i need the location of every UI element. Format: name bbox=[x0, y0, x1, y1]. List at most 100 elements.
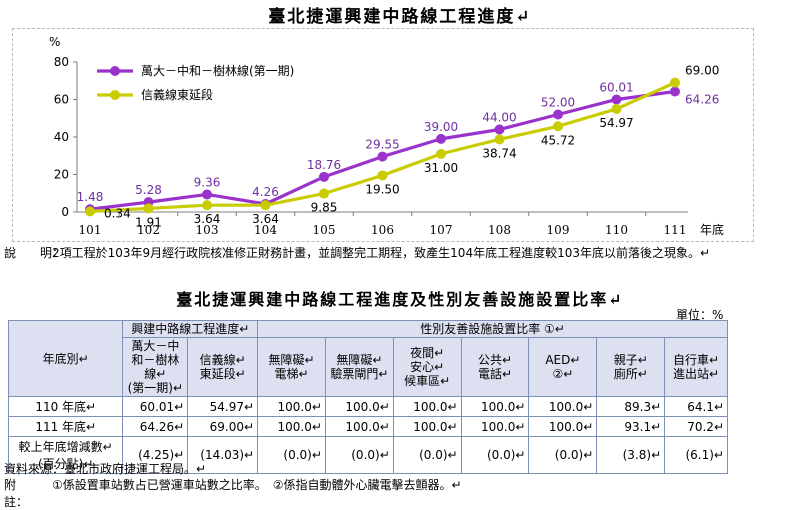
footnote-label: 附 註： bbox=[4, 478, 41, 509]
table-cell: (3.8)↵ bbox=[596, 436, 666, 474]
column-header: 自行車↵ 進出站↵ bbox=[664, 337, 728, 397]
y-axis-unit: % bbox=[49, 35, 60, 49]
data-point bbox=[202, 200, 212, 211]
data-point bbox=[611, 103, 622, 114]
note-text: 2項工程於103年9月經行政院核准修正財務計畫，並調整完工期程，致產生104年底… bbox=[52, 246, 711, 260]
data-point bbox=[553, 121, 563, 132]
x-axis-suffix: 年底 bbox=[700, 222, 724, 237]
x-tick-label: 108 bbox=[488, 223, 511, 237]
row-label: 較上年底增減數↵ (百分點)↵ bbox=[7, 436, 124, 474]
data-label: 39.00 bbox=[424, 120, 458, 134]
table-cell: 100.0↵ bbox=[528, 396, 598, 417]
table-cell: 89.3↵ bbox=[596, 396, 666, 417]
data-point bbox=[260, 200, 271, 211]
table-header-row: 年底別↵ 興建中路線工程進度↵ 性別友善設施設置比率 ①↵ bbox=[7, 320, 728, 397]
table-cell: 100.0↵ bbox=[460, 416, 530, 437]
chart-title: 臺北捷運興建中路線工程進度↵ bbox=[268, 7, 532, 27]
table-unit: 單位：% bbox=[676, 308, 724, 322]
data-point bbox=[319, 188, 329, 199]
table-cell: 100.0↵ bbox=[257, 396, 326, 417]
column-header: 無障礙↵ 驗票閘門↵ bbox=[324, 337, 394, 397]
data-source: 資料來源：臺北市政府捷運工程局。↵ bbox=[4, 462, 207, 476]
data-label: 3.64 bbox=[252, 212, 279, 226]
table-cell: (4.25)↵ bbox=[122, 436, 189, 474]
x-tick-label: 103 bbox=[196, 223, 219, 237]
data-label: 18.76 bbox=[307, 158, 341, 172]
data-point bbox=[436, 148, 446, 159]
x-tick-label: 110 bbox=[605, 223, 628, 237]
data-label: 64.26 bbox=[685, 93, 719, 107]
legend-label: 信義線東延段 bbox=[141, 87, 213, 102]
table-cell: 100.0↵ bbox=[528, 416, 598, 437]
x-tick-label: 111 bbox=[664, 223, 687, 237]
footnote-text: ①係設置車站數占已營運車站數之比率。 ②係指自動體外心臟電擊去顫器。↵ bbox=[52, 478, 462, 492]
x-tick-label: 106 bbox=[371, 223, 394, 237]
data-label: 44.00 bbox=[482, 111, 516, 125]
data-point bbox=[143, 203, 154, 214]
table-cell: 70.2↵ bbox=[664, 416, 728, 437]
y-tick-label: 60 bbox=[54, 93, 69, 107]
data-point bbox=[553, 109, 563, 120]
column-header: 公共↵ 電話↵ bbox=[460, 337, 530, 397]
data-point bbox=[319, 171, 329, 182]
data-label: 3.64 bbox=[194, 212, 221, 226]
data-label: 31.00 bbox=[424, 161, 458, 175]
column-header: AED↵ ②↵ bbox=[528, 337, 598, 397]
x-tick-label: 101 bbox=[79, 223, 102, 237]
table-cell: 100.0↵ bbox=[324, 396, 394, 417]
data-label: 69.00 bbox=[685, 64, 719, 78]
line-chart: 0 20 40 60 80% 101 102 103 104 105 106 107 108 109 110… bbox=[49, 35, 724, 237]
table-cell: (0.0)↵ bbox=[257, 436, 326, 474]
table-cell: 64.26↵ bbox=[122, 416, 189, 437]
data-label: 5.28 bbox=[135, 183, 162, 197]
data-point bbox=[611, 94, 622, 105]
table-subheader-row: 萬大－中和－樹林線↵ (第一期)↵ 信義線↵ 東延段↵ 無障礙↵ 電梯↵ 無障礙↵ 驗… bbox=[9, 337, 728, 397]
x-tick-label: 107 bbox=[430, 223, 453, 237]
table-cell: (0.0)↵ bbox=[528, 436, 598, 474]
group-header-facilities: 性別友善設施設置比率 ①↵ bbox=[257, 320, 728, 338]
column-header: 夜間↵ 安心↵ 候車區↵ bbox=[392, 337, 462, 397]
data-point bbox=[436, 133, 446, 144]
table-cell: 54.97↵ bbox=[187, 396, 259, 417]
data-point bbox=[670, 86, 680, 97]
col-year-header: 年底別↵ bbox=[7, 320, 124, 397]
x-tick-label: 109 bbox=[547, 223, 570, 237]
table-cell: 64.1↵ bbox=[664, 396, 728, 417]
table-cell: 60.01↵ bbox=[122, 396, 189, 417]
row-label: 111 年底↵ bbox=[7, 416, 124, 437]
data-point bbox=[377, 151, 388, 162]
table-cell: (0.0)↵ bbox=[460, 436, 530, 474]
data-label: 45.72 bbox=[541, 133, 575, 147]
data-point bbox=[494, 134, 505, 145]
data-point bbox=[494, 124, 505, 135]
data-point bbox=[202, 189, 212, 200]
data-point bbox=[85, 206, 95, 217]
table-row: 110 年底↵ 60.01↵ 54.97↵ 100.0↵ 100.0↵ 100.0↵ 100… bbox=[7, 396, 728, 417]
data-label: 38.74 bbox=[482, 146, 516, 160]
note-label: 說 明： bbox=[4, 246, 65, 260]
data-label: 52.00 bbox=[541, 96, 575, 110]
data-label: 9.36 bbox=[194, 175, 221, 189]
table-row: 111 年底↵ 64.26↵ 69.00↵ 100.0↵ 100.0↵ 100.0↵ 100… bbox=[7, 416, 728, 437]
legend-marker bbox=[110, 90, 120, 100]
y-tick-label: 40 bbox=[54, 130, 69, 144]
data-label: 29.55 bbox=[365, 138, 399, 152]
x-tick-label: 102 bbox=[137, 223, 160, 237]
data-label: 19.50 bbox=[365, 182, 399, 196]
table-cell: (0.0)↵ bbox=[324, 436, 394, 474]
legend-marker bbox=[110, 66, 120, 76]
column-header: 無障礙↵ 電梯↵ bbox=[257, 337, 326, 397]
data-label: 0.34 bbox=[104, 206, 131, 220]
table-cell: (0.0)↵ bbox=[392, 436, 462, 474]
data-label: 4.26 bbox=[252, 185, 279, 199]
table-cell: (14.03)↵ bbox=[187, 436, 259, 474]
y-tick-label: 0 bbox=[61, 205, 69, 219]
data-point bbox=[670, 77, 680, 88]
legend-label: 萬大－中和－樹林線(第一期) bbox=[141, 63, 294, 78]
y-tick-label: 80 bbox=[54, 55, 69, 69]
table-cell: 100.0↵ bbox=[257, 416, 326, 437]
data-label: 1.48 bbox=[77, 190, 104, 204]
table-cell: 100.0↵ bbox=[460, 396, 530, 417]
table-title: 臺北捷運興建中路線工程進度及性別友善設施設置比率↵ bbox=[176, 290, 624, 309]
y-tick-label: 20 bbox=[54, 168, 69, 182]
